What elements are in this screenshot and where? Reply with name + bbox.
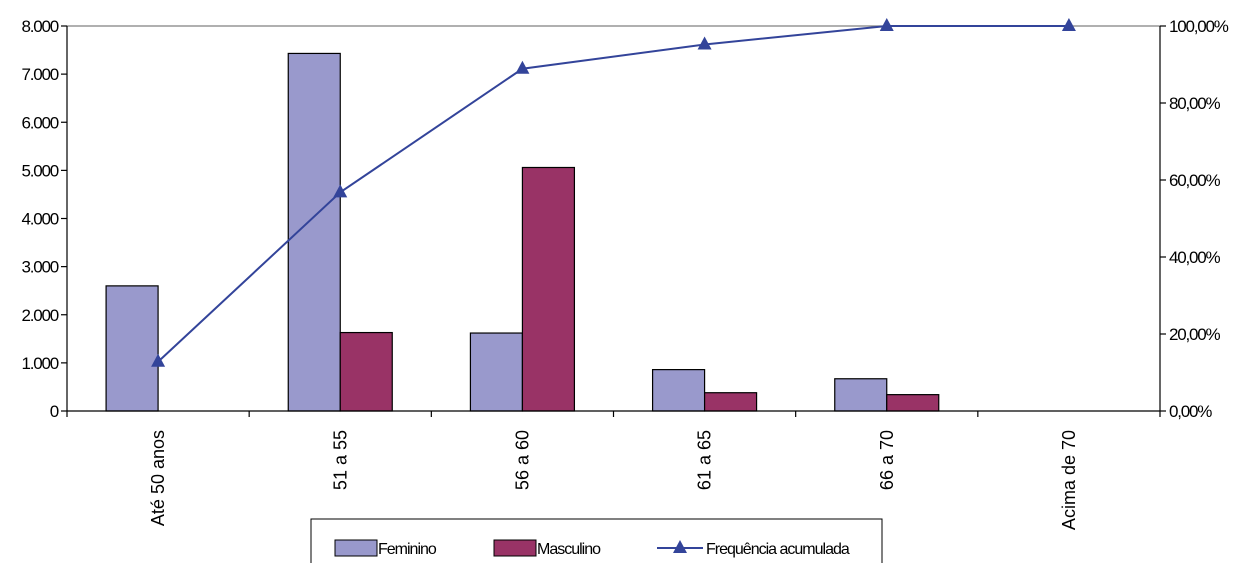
marker-frequencia-1 xyxy=(333,184,348,198)
legend-label-frequencia: Frequência acumulada xyxy=(706,541,850,558)
y-left-tick-label-0: 0 xyxy=(50,402,59,421)
bar-masculino-3 xyxy=(703,392,758,412)
y-right-tick-label-1: 20,00% xyxy=(1169,325,1221,344)
bar-feminino-2 xyxy=(469,332,524,412)
y-left-tick-label-2: 2.000 xyxy=(21,306,58,325)
y-right-tick-label-0: 0,00% xyxy=(1169,402,1212,421)
bar-masculino-4 xyxy=(886,394,940,412)
legend-swatch-masculino xyxy=(493,539,537,557)
cumulative-line xyxy=(151,18,1076,367)
y-right-tick-label-4: 80,00% xyxy=(1169,94,1221,113)
bar-feminino-3 xyxy=(651,369,706,412)
y-left-tick-label-1: 1.000 xyxy=(21,354,58,373)
marker-frequencia-3 xyxy=(697,36,712,50)
y-right-tick-label-5: 100,00% xyxy=(1169,17,1229,36)
y-left-tick-label-8: 8.000 xyxy=(21,17,58,36)
y-left-tick-label-6: 6.000 xyxy=(21,113,58,132)
bar-masculino-2 xyxy=(521,166,576,412)
y-left-tick-label-3: 3.000 xyxy=(21,258,58,277)
legend-marker-triangle xyxy=(673,540,687,553)
x-category-label-1: 51 a 55 xyxy=(330,430,350,490)
category-labels: Até 50 anos 51 a 55 56 a 60 61 a 65 66 a 70 A… xyxy=(148,430,1079,530)
legend-swatch-feminino xyxy=(334,539,378,557)
x-category-label-4: 66 a 70 xyxy=(877,430,897,490)
legend: Feminino Masculino Frequência acumulada xyxy=(310,518,883,563)
marker-frequencia-2 xyxy=(515,60,530,74)
y-right-tick-label-3: 60,00% xyxy=(1169,171,1221,190)
legend-label-feminino: Feminino xyxy=(378,541,437,558)
bar-feminino-0 xyxy=(105,285,159,412)
x-category-label-5: Acima de 70 xyxy=(1059,430,1079,530)
legend-label-masculino: Masculino xyxy=(537,541,601,558)
y-left-tick-label-7: 7.000 xyxy=(21,65,58,84)
x-category-label-3: 61 a 65 xyxy=(695,430,715,490)
y-left-tick-label-5: 5.000 xyxy=(21,161,58,180)
legend-box xyxy=(310,518,883,563)
y-right-tick-label-2: 40,00% xyxy=(1169,248,1221,267)
marker-frequencia-4 xyxy=(879,18,894,31)
line-frequencia-acumulada xyxy=(157,25,1069,363)
bar-feminino-4 xyxy=(834,378,888,412)
bar-masculino-1 xyxy=(339,331,393,412)
y-left-tick-label-4: 4.000 xyxy=(21,210,58,229)
marker-frequencia-5 xyxy=(1061,18,1076,31)
axes: 0 1.000 2.000 3.000 4.000 5.000 6.000 7.000 8.00… xyxy=(21,17,1230,421)
marker-frequencia-0 xyxy=(151,353,166,367)
x-category-label-2: 56 a 60 xyxy=(512,430,532,490)
x-category-label-0: Até 50 anos xyxy=(148,430,168,526)
bars xyxy=(105,52,940,412)
